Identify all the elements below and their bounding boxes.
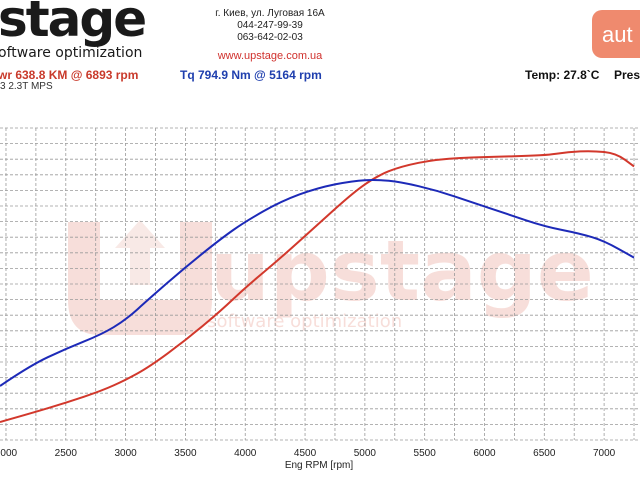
- auto-badge: aut: [592, 10, 640, 58]
- auto-badge-text: aut: [602, 22, 633, 47]
- temperature-readout: Temp: 27.8`C: [525, 68, 600, 82]
- x-tick-label: 2500: [55, 448, 78, 459]
- contact-address: г. Киев, ул. Луговая 16А: [215, 8, 325, 19]
- chart-grid: [0, 127, 640, 441]
- series-line-tq: [0, 179, 635, 387]
- contact-block: г. Киев, ул. Луговая 16А 044-247-99-39 0…: [200, 8, 340, 44]
- x-axis-title: Eng RPM [rpm]: [285, 460, 354, 471]
- x-tick-label: 6500: [533, 448, 556, 459]
- watermark-u-shape: [68, 222, 212, 335]
- logo-subtitle: oftware optimization: [0, 45, 143, 61]
- contact-phone-1: 044-247-99-39: [237, 20, 303, 31]
- vehicle-label: 3 2.3T MPS: [0, 81, 53, 92]
- torque-peak-readout: Tq 794.9 Nm @ 5164 rpm: [180, 68, 322, 82]
- series-line-pwr: [0, 150, 635, 423]
- x-tick-label: 4000: [234, 448, 257, 459]
- website-link[interactable]: www.upstage.com.ua: [217, 50, 323, 62]
- contact-phone-2: 063-642-02-03: [237, 32, 303, 43]
- x-tick-label: 3000: [114, 448, 137, 459]
- pressure-readout: Pres: [614, 68, 640, 82]
- watermark: upstage engine software optimization: [68, 220, 594, 335]
- x-tick-label: 5000: [354, 448, 377, 459]
- x-tick-label: 5500: [414, 448, 437, 459]
- x-tick-label: 4500: [294, 448, 317, 459]
- watermark-text: upstage: [210, 222, 594, 320]
- x-tick-label: 6000: [473, 448, 496, 459]
- x-tick-label: 2000: [0, 448, 18, 459]
- power-peak-readout: wr 638.8 KM @ 6893 rpm: [0, 68, 139, 82]
- chart-series: [0, 150, 635, 423]
- watermark-subtitle: engine software optimization: [140, 311, 402, 332]
- x-tick-label: 7000: [593, 448, 616, 459]
- upstage-logo: stage: [0, 0, 147, 48]
- x-tick-label: 3500: [174, 448, 197, 459]
- x-axis-ticks: 2000 2500 3000 3500 4000 4500 5000 5500 6000 6500…: [0, 448, 616, 459]
